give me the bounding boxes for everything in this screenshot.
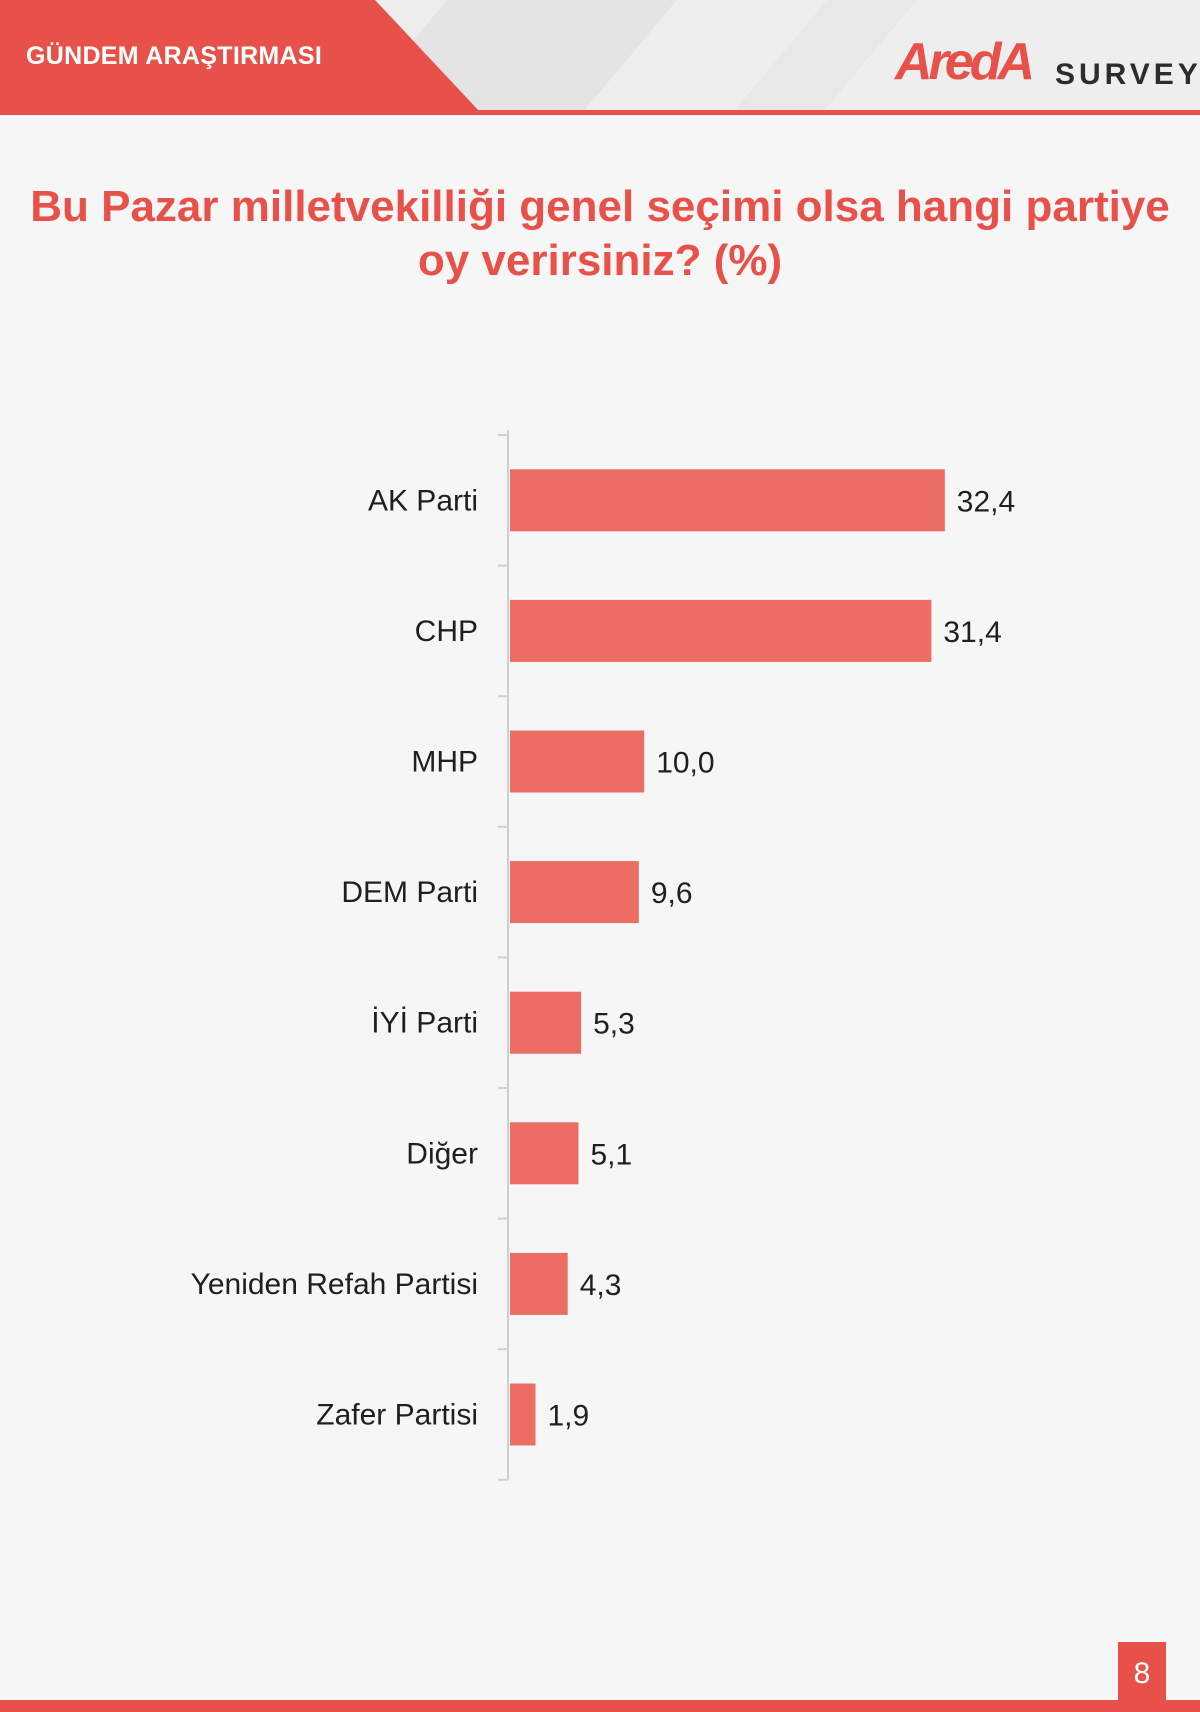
brand-word: AredA xyxy=(895,33,1035,91)
bar xyxy=(510,469,945,532)
bar-chart: AK Parti 32,4 CHP 31,4 MHP 10,0 DEM Parti 9,6 İY… xyxy=(191,430,1015,1481)
page-title: Bu Pazar milletvekilliği genel seçimi ol… xyxy=(30,182,1170,285)
category-label: Yeniden Refah Partisi xyxy=(191,1268,478,1301)
page-number: 8 xyxy=(1118,1642,1166,1706)
category-label: Zafer Partisi xyxy=(316,1399,478,1432)
brand-logo: AredA SURVEY xyxy=(895,34,1198,96)
footer-rule xyxy=(0,1700,1200,1712)
data-label: 1,9 xyxy=(547,1400,589,1433)
data-label: 32,4 xyxy=(957,485,1015,518)
bar xyxy=(510,730,645,793)
header-rule xyxy=(0,110,1200,115)
data-label: 4,3 xyxy=(580,1269,622,1302)
section-label: GÜNDEM ARAŞTIRMASI xyxy=(26,42,323,70)
category-label: CHP xyxy=(415,615,478,648)
category-label: MHP xyxy=(411,746,478,779)
category-label: Diğer xyxy=(406,1137,478,1170)
data-label: 31,4 xyxy=(943,616,1001,649)
category-label: AK Parti xyxy=(368,484,478,517)
brand-survey: SURVEY xyxy=(1055,58,1200,91)
bar xyxy=(510,861,639,924)
data-label: 10,0 xyxy=(656,747,714,780)
bar xyxy=(510,1383,536,1446)
bar xyxy=(510,1122,579,1185)
category-label: İYİ Parti xyxy=(371,1007,478,1040)
category-label: DEM Parti xyxy=(341,876,478,909)
bar xyxy=(510,599,932,662)
data-label: 9,6 xyxy=(651,877,693,910)
header-decor-stripe xyxy=(733,0,917,112)
header: GÜNDEM ARAŞTIRMASI AredA SURVEY xyxy=(0,0,1200,116)
bar xyxy=(510,1252,568,1315)
data-label: 5,1 xyxy=(590,1138,632,1171)
bar xyxy=(510,991,582,1054)
data-label: 5,3 xyxy=(593,1008,635,1041)
